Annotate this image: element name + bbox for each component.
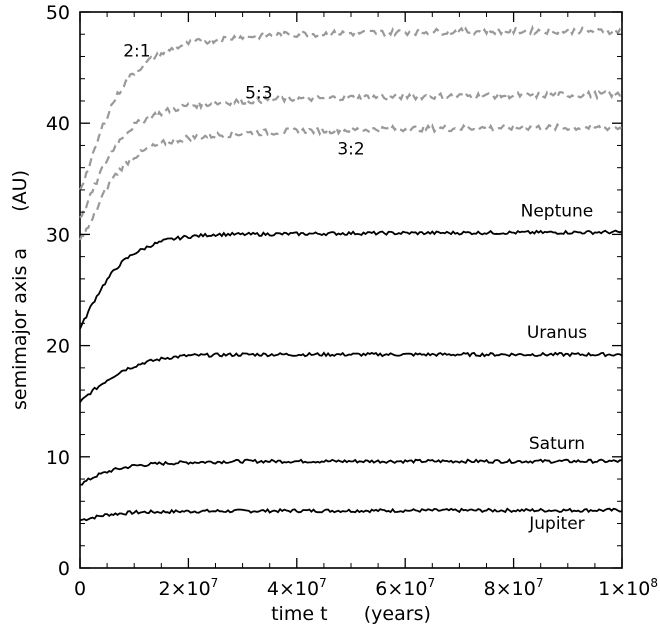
series-label-3-2: 3:2 <box>337 139 364 159</box>
series-line-3-2 <box>78 122 623 241</box>
series-line-5-3 <box>79 89 623 219</box>
series-line-saturn <box>79 458 623 486</box>
series-label-2-1: 2:1 <box>123 41 150 61</box>
series-labels: 2:1 5:3 3:2 Neptune Uranus Saturn Jupiter <box>123 41 593 534</box>
series-line-uranus <box>79 351 623 403</box>
y-tick-label: 30 <box>46 224 70 246</box>
series-line-neptune <box>79 229 623 330</box>
series-label-5-3: 5:3 <box>245 84 272 104</box>
y-tick-label: 10 <box>46 447 70 469</box>
x-tick-label: 0 <box>74 578 86 600</box>
series-line-2-1 <box>79 24 623 191</box>
y-axis-label: semimajor axis a (AU) <box>9 170 31 410</box>
x-tick-label: 2×107 <box>158 576 218 600</box>
axis-ticks: 0 2×107 4×107 6×107 8×107 1×108 0 10 20 30 40 50 <box>46 2 658 600</box>
series-label-saturn: Saturn <box>529 434 585 454</box>
series-curves <box>78 24 623 522</box>
x-axis-label: time t (years) <box>271 603 431 625</box>
series-label-uranus: Uranus <box>527 323 587 343</box>
series-label-neptune: Neptune <box>521 202 594 222</box>
x-tick-label: 8×107 <box>484 576 544 600</box>
series-line-jupiter <box>79 507 623 522</box>
x-tick-label: 4×107 <box>267 576 327 600</box>
x-tick-label: 1×108 <box>598 576 658 600</box>
series-label-jupiter: Jupiter <box>528 514 584 534</box>
y-tick-label: 40 <box>46 113 70 135</box>
y-tick-label: 20 <box>46 336 70 358</box>
x-tick-label: 6×107 <box>375 576 435 600</box>
y-tick-label: 50 <box>46 2 70 24</box>
y-tick-label: 0 <box>58 558 70 580</box>
